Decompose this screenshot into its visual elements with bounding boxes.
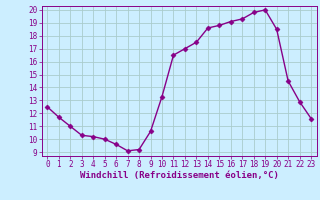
X-axis label: Windchill (Refroidissement éolien,°C): Windchill (Refroidissement éolien,°C) [80,171,279,180]
